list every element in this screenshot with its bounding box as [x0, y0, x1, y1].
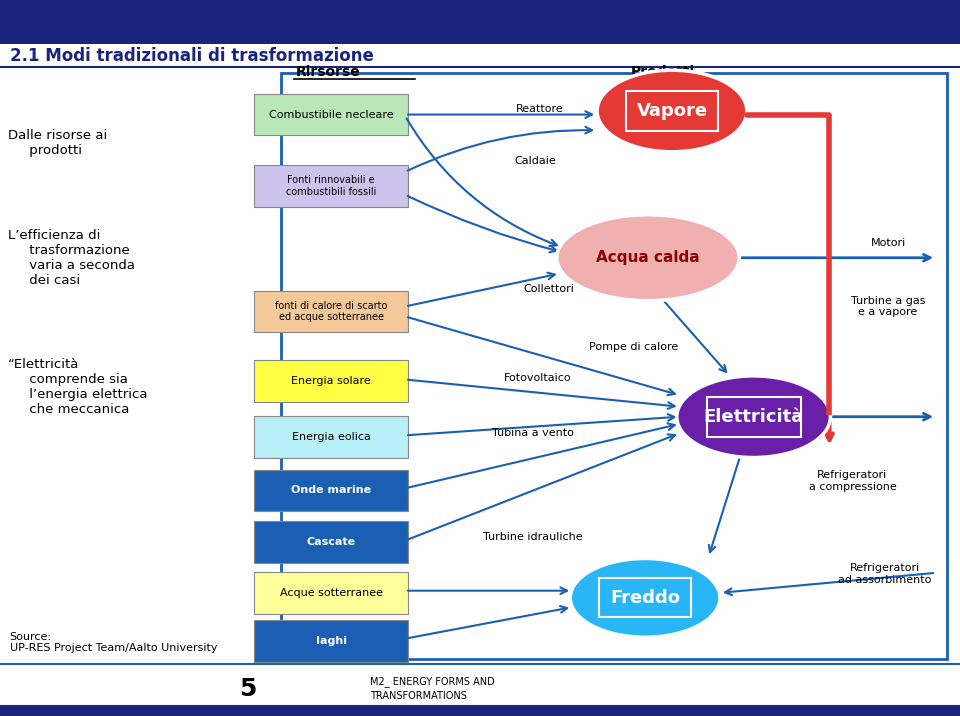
FancyBboxPatch shape	[281, 73, 947, 659]
Text: Fonti rinnovabili e
combustibili fossili: Fonti rinnovabili e combustibili fossili	[286, 175, 376, 197]
FancyBboxPatch shape	[254, 165, 408, 207]
Text: Rirsorse: Rirsorse	[296, 64, 360, 79]
Text: Refrigeratori
ad assorbimento: Refrigeratori ad assorbimento	[838, 563, 932, 585]
Text: Dalle risorse ai
     prodotti: Dalle risorse ai prodotti	[8, 129, 107, 157]
Ellipse shape	[570, 558, 720, 637]
Text: Collettori: Collettori	[524, 284, 574, 294]
Text: Cascate: Cascate	[306, 537, 356, 547]
Text: Caldaie: Caldaie	[515, 156, 557, 166]
Text: Turbine idrauliche: Turbine idrauliche	[483, 532, 583, 542]
FancyBboxPatch shape	[0, 0, 960, 44]
Text: Energia solare: Energia solare	[291, 376, 372, 386]
Text: fonti di calore di scarto
ed acque sotterranee: fonti di calore di scarto ed acque sotte…	[275, 301, 388, 322]
FancyBboxPatch shape	[254, 94, 408, 135]
Text: 2. Trasformazione dell’energia: 2. Trasformazione dell’energia	[10, 9, 488, 37]
Text: Tubina a vento: Tubina a vento	[492, 428, 574, 438]
Text: Motori: Motori	[871, 238, 905, 248]
Text: Elettricità: Elettricità	[704, 407, 804, 426]
FancyBboxPatch shape	[254, 416, 408, 458]
Text: Source:
UP-RES Project Team/Aalto University: Source: UP-RES Project Team/Aalto Univer…	[10, 632, 217, 653]
Text: Pompe di calore: Pompe di calore	[589, 342, 678, 352]
FancyBboxPatch shape	[254, 470, 408, 511]
Text: TRANSFORMATIONS: TRANSFORMATIONS	[370, 691, 467, 701]
Text: Energia eolica: Energia eolica	[292, 432, 371, 442]
Ellipse shape	[557, 215, 739, 301]
Text: Turbine a gas
e a vapore: Turbine a gas e a vapore	[851, 296, 925, 317]
Text: Onde marine: Onde marine	[291, 485, 372, 495]
FancyBboxPatch shape	[254, 572, 408, 614]
Text: Fotovoltaico: Fotovoltaico	[504, 373, 571, 383]
Ellipse shape	[597, 70, 747, 152]
Text: Acqua calda: Acqua calda	[596, 251, 700, 265]
Text: Combustibile necleare: Combustibile necleare	[269, 110, 394, 120]
Text: L’efficienza di
     trasformazione
     varia a seconda
     dei casi: L’efficienza di trasformazione varia a s…	[8, 229, 134, 287]
Text: Vapore: Vapore	[636, 102, 708, 120]
Text: M2_ ENERGY FORMS AND: M2_ ENERGY FORMS AND	[370, 676, 494, 687]
Text: Refrigeratori
a compressione: Refrigeratori a compressione	[808, 470, 897, 492]
FancyBboxPatch shape	[254, 360, 408, 402]
Text: Reattore: Reattore	[516, 104, 564, 114]
FancyBboxPatch shape	[254, 620, 408, 662]
Text: Acque sotterranee: Acque sotterranee	[279, 588, 383, 598]
Text: Prodotti: Prodotti	[631, 64, 695, 79]
Ellipse shape	[677, 376, 830, 458]
Text: Iaghi: Iaghi	[316, 636, 347, 646]
Text: Freddo: Freddo	[611, 589, 680, 607]
FancyBboxPatch shape	[254, 521, 408, 563]
FancyBboxPatch shape	[254, 291, 408, 332]
Text: 5: 5	[239, 677, 256, 701]
Text: “Elettricità
     comprende sia
     l’energia elettrica
     che meccanica: “Elettricità comprende sia l’energia ele…	[8, 358, 147, 416]
Text: 2.1 Modi tradizionali di trasformazione: 2.1 Modi tradizionali di trasformazione	[10, 47, 373, 65]
